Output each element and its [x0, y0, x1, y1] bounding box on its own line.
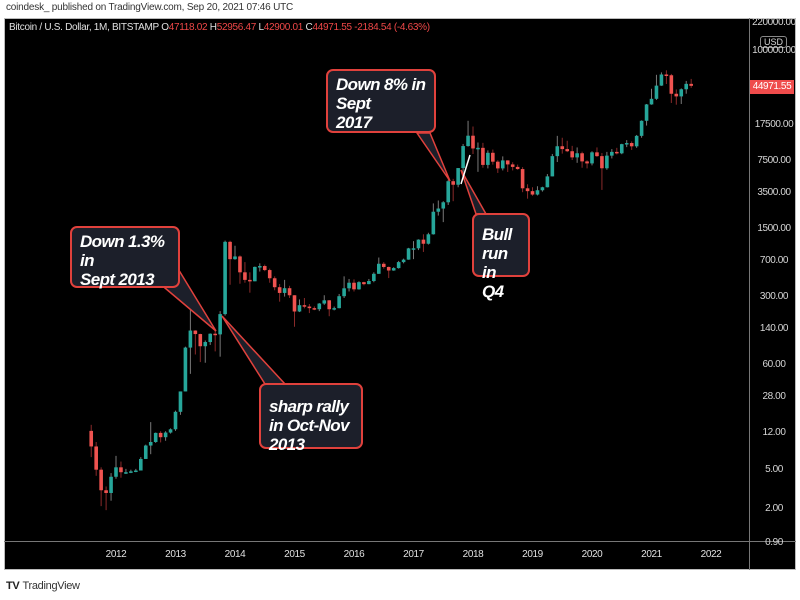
annotation-line: in Oct-Nov 2013	[269, 416, 350, 454]
annotation-rally-2013[interactable]: sharp rally in Oct-Nov 2013	[259, 383, 363, 454]
price-tick-label: 12.00	[762, 427, 786, 439]
annotation-line: sharp rally	[269, 397, 349, 416]
price-tick-label: 28.00	[762, 391, 786, 403]
year-tick-label: 2022	[700, 549, 722, 560]
price-tick-label: 2.00	[765, 503, 783, 515]
year-tick-label: 2018	[462, 549, 484, 560]
price-tick-label: 60.00	[762, 359, 786, 371]
tradingview-footer[interactable]: TV TradingView	[6, 580, 80, 592]
price-tick-label: 100000.00	[752, 45, 796, 56]
price-tick-label: 0.90	[765, 536, 783, 548]
close-label: C	[305, 22, 313, 33]
annotation-sept-2017[interactable]: Down 8% in Sept 2017	[326, 69, 436, 133]
annotation-q4-2017[interactable]: Bull run in Q4	[472, 213, 530, 301]
price-tick-label: 300.00	[759, 290, 789, 302]
price-tick-label: 7500.00	[757, 154, 791, 166]
year-tick-label: 2013	[165, 549, 186, 560]
year-tick-label: 2021	[641, 549, 662, 560]
annotation-line: Down 1.3% in	[80, 232, 165, 270]
annotation-line: Bull run	[482, 225, 512, 263]
price-tick-label: 5.00	[765, 464, 783, 476]
price-axis-divider	[749, 18, 750, 570]
price-tick-label: 17500.00	[754, 118, 794, 130]
change-value: -2184.54 (-4.63%)	[354, 22, 430, 33]
price-tick-label: 1500.00	[757, 222, 791, 234]
year-tick-label: 2019	[522, 549, 543, 560]
symbol-legend: Bitcoin / U.S. Dollar, 1M, BITSTAMP O471…	[9, 22, 430, 33]
publisher-caption: coindesk_ published on TradingView.com, …	[6, 2, 294, 13]
current-price-tag: 44971.55	[750, 80, 794, 94]
annotation-line: 2017	[336, 113, 372, 132]
candle-series	[89, 70, 693, 511]
time-axis-divider	[4, 541, 796, 542]
annotation-sept-2013[interactable]: Down 1.3% in Sept 2013	[70, 226, 180, 289]
close-value: 44971.55	[312, 22, 352, 33]
tradingview-logo-icon: TV	[6, 580, 20, 592]
low-value: 42900.01	[263, 22, 304, 33]
price-tick-label: 140.00	[759, 323, 789, 335]
tradingview-brand: TradingView	[22, 580, 80, 592]
annotation-line: in Q4	[482, 263, 504, 301]
price-tick-label: 3500.00	[757, 186, 791, 198]
open-value: 47118.02	[168, 22, 208, 33]
open-label: O	[161, 22, 169, 33]
year-tick-label: 2016	[343, 549, 365, 560]
high-value: 52956.47	[216, 22, 257, 33]
symbol-title: Bitcoin / U.S. Dollar, 1M, BITSTAMP	[9, 22, 159, 33]
callout-pointers	[163, 132, 488, 385]
annotation-line: Down 8% in Sept	[336, 75, 426, 113]
price-axis-top-label: 220000.00	[752, 17, 796, 28]
annotation-line: Sept 2013	[80, 270, 155, 289]
low-label: L	[258, 22, 264, 33]
year-tick-label: 2015	[284, 549, 305, 560]
year-tick-label: 2020	[581, 549, 603, 560]
high-label: H	[209, 22, 217, 33]
year-tick-label: 2012	[105, 549, 127, 560]
price-tick-label: 700.00	[759, 255, 789, 267]
year-tick-label: 2017	[403, 549, 424, 560]
currency-badge[interactable]: USD	[760, 36, 788, 48]
year-tick-label: 2014	[224, 549, 246, 560]
